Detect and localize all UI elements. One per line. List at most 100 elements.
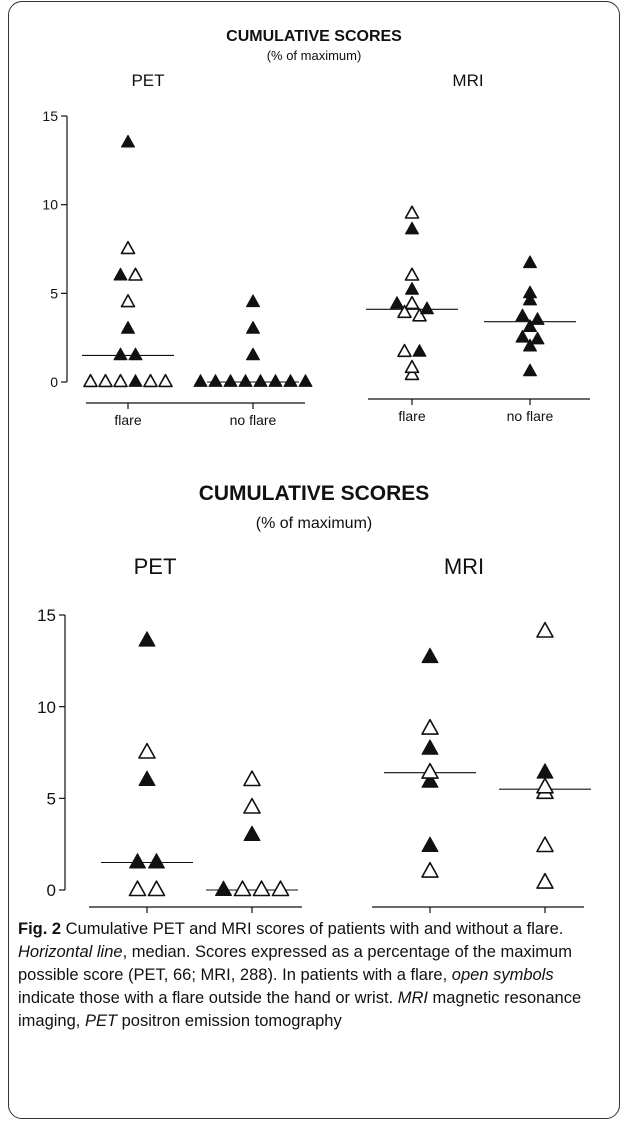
data-point-open-triangle [243, 797, 261, 814]
y-tick-label: 5 [47, 789, 56, 808]
y-tick-label: 15 [37, 606, 56, 625]
data-point-open-triangle [128, 880, 147, 897]
caption-text: indicate those with a flare outside the … [18, 989, 398, 1007]
data-point-filled-triangle [215, 880, 232, 896]
caption-italic-term: MRI [397, 989, 428, 1007]
data-point-open-triangle [252, 880, 271, 897]
data-point-open-triangle [83, 373, 98, 388]
chart-top: CUMULATIVE SCORES (% of maximum) 0 5 10 15 PET… [42, 28, 590, 428]
chart-subtitle: (% of maximum) [267, 48, 362, 63]
data-point-filled-triangle [128, 347, 143, 361]
data-point-filled-triangle [530, 331, 545, 345]
data-point-open-triangle [271, 880, 290, 897]
data-point-open-triangle [404, 267, 420, 281]
data-point-open-triangle [120, 294, 136, 308]
y-tick-label: 15 [42, 108, 58, 124]
panel-title-mri: MRI [452, 71, 483, 90]
y-tick-label: 5 [50, 285, 58, 301]
data-point-filled-triangle [523, 292, 537, 306]
data-point-filled-triangle [238, 374, 253, 387]
data-point-filled-triangle [138, 631, 156, 647]
data-point-filled-triangle [412, 344, 427, 357]
data-point-filled-triangle [523, 285, 537, 299]
data-point-filled-triangle [246, 347, 260, 361]
data-point-open-triangle [421, 762, 439, 779]
data-point-open-triangle [120, 240, 136, 255]
caption-italic-term: PET [84, 1012, 118, 1030]
data-point-filled-triangle [268, 374, 283, 387]
data-point-filled-triangle [421, 772, 439, 788]
caption-text: magnetic resonance imaging, [18, 989, 582, 1030]
data-point-open-triangle [143, 373, 158, 388]
caption-italic-term: Horizontal line [18, 943, 123, 961]
data-point-filled-triangle [246, 321, 260, 334]
data-point-open-triangle [138, 742, 156, 759]
data-point-filled-triangle [523, 255, 537, 269]
panel-title-mri: MRI [444, 554, 484, 579]
data-point-open-triangle [404, 359, 420, 374]
data-point-filled-triangle [298, 374, 313, 387]
group-label: flare [114, 412, 141, 428]
y-tick-label: 10 [42, 197, 58, 213]
data-point-filled-triangle [246, 294, 260, 308]
data-point-filled-triangle [515, 308, 530, 322]
data-point-filled-triangle [193, 374, 208, 387]
data-point-open-triangle [536, 836, 554, 853]
data-point-open-triangle [113, 373, 128, 388]
data-point-filled-triangle [536, 763, 554, 779]
data-point-open-triangle [98, 373, 113, 388]
data-point-open-triangle [536, 777, 554, 794]
data-point-open-triangle [397, 343, 412, 358]
figure-frame [8, 1, 620, 1119]
data-point-filled-triangle [121, 134, 135, 148]
data-point-open-triangle [536, 872, 554, 889]
data-point-open-triangle [397, 304, 412, 319]
caption-italic-term: open symbols [451, 966, 554, 984]
panel-title-pet: PET [131, 71, 164, 90]
data-point-open-triangle [421, 718, 439, 735]
caption-text: positron emission tomography [117, 1012, 342, 1030]
data-point-filled-triangle [113, 267, 128, 281]
group-label: no flare [507, 408, 554, 424]
chart-subtitle: (% of maximum) [256, 515, 372, 532]
data-point-open-triangle [404, 205, 420, 219]
data-point-filled-triangle [113, 347, 128, 361]
data-point-open-triangle [147, 880, 166, 897]
panel-title-pet: PET [134, 554, 177, 579]
data-point-filled-triangle [208, 374, 223, 387]
caption-body: Cumulative PET and MRI scores of patient… [18, 920, 581, 1030]
data-point-filled-triangle [405, 282, 419, 295]
data-point-filled-triangle [283, 374, 298, 387]
y-tick-label: 10 [37, 698, 56, 717]
caption-text: , median. Scores expressed as a percenta… [18, 943, 572, 984]
data-point-filled-triangle [523, 338, 537, 352]
data-point-filled-triangle [121, 321, 135, 334]
data-point-filled-triangle [223, 374, 238, 387]
data-point-filled-triangle [129, 853, 146, 869]
data-point-filled-triangle [421, 739, 439, 755]
data-point-filled-triangle [243, 825, 261, 841]
caption-label: Fig. 2 [18, 920, 62, 938]
data-point-filled-triangle [421, 647, 439, 664]
data-point-open-triangle [158, 373, 173, 388]
data-point-filled-triangle [390, 296, 404, 309]
chart-title: CUMULATIVE SCORES [226, 28, 402, 45]
data-point-open-triangle [128, 267, 143, 281]
data-point-filled-triangle [515, 329, 530, 343]
data-point-open-triangle [404, 295, 420, 310]
chart-title: CUMULATIVE SCORES [199, 482, 430, 505]
caption-text: Cumulative PET and MRI scores of patient… [61, 920, 564, 938]
data-point-open-triangle [536, 621, 554, 638]
data-point-open-triangle [412, 308, 427, 322]
data-point-filled-triangle [148, 853, 165, 869]
group-label: no flare [230, 412, 277, 428]
data-point-filled-triangle [523, 319, 537, 332]
data-point-open-triangle [404, 366, 420, 381]
data-point-filled-triangle [530, 312, 545, 325]
chart-bottom: CUMULATIVE SCORES (% of maximum) 0 5 10 15 PET… [37, 482, 591, 913]
data-point-filled-triangle [138, 770, 156, 786]
data-point-open-triangle [243, 770, 261, 787]
y-tick-label: 0 [47, 881, 56, 900]
figure-caption: Fig. 2 Cumulative PET and MRI scores of … [18, 918, 610, 1033]
data-point-filled-triangle [421, 836, 439, 852]
